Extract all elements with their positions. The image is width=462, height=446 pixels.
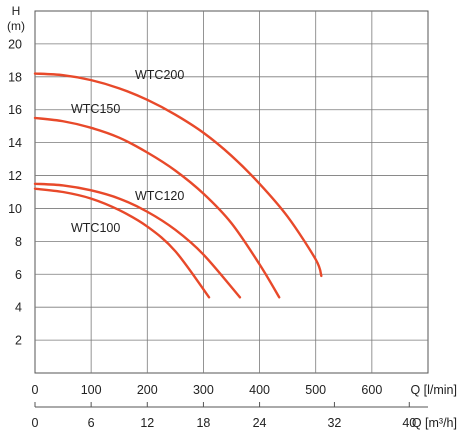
curve-wtc120 bbox=[33, 182, 242, 299]
x-tick-label-primary: 500 bbox=[305, 383, 326, 397]
x-tick-label-secondary: 40 bbox=[402, 416, 416, 430]
x-tick-label-primary: 600 bbox=[361, 383, 382, 397]
y-tick-label: 8 bbox=[15, 235, 22, 249]
series-label-wtc120: WTC120 bbox=[135, 189, 184, 203]
x-tick-label-primary: 100 bbox=[81, 383, 102, 397]
x-tick-label-primary: 0 bbox=[32, 383, 39, 397]
x-tick-label-secondary: 18 bbox=[196, 416, 210, 430]
x-axis-label-primary: Q [l/min] bbox=[410, 383, 457, 397]
curve-wtc150 bbox=[33, 116, 281, 299]
y-tick-label: 2 bbox=[15, 334, 22, 348]
y-tick-label: 14 bbox=[8, 136, 22, 150]
y-tick-label: 4 bbox=[15, 301, 22, 315]
series-label-wtc100: WTC100 bbox=[71, 221, 120, 235]
curve-wtc200 bbox=[33, 72, 323, 278]
curve-wtc100 bbox=[33, 187, 211, 299]
x-tick-label-secondary: 0 bbox=[32, 416, 39, 430]
series-label-wtc150: WTC150 bbox=[71, 102, 120, 116]
y-tick-label: 18 bbox=[8, 70, 22, 84]
y-tick-label: 10 bbox=[8, 202, 22, 216]
y-tick-label: 12 bbox=[8, 169, 22, 183]
x-tick-label-secondary: 32 bbox=[327, 416, 341, 430]
x-tick-label-secondary: 24 bbox=[253, 416, 267, 430]
y-tick-label: 6 bbox=[15, 268, 22, 282]
x-tick-label-secondary: 6 bbox=[88, 416, 95, 430]
x-tick-label-primary: 300 bbox=[193, 383, 214, 397]
grid-layer bbox=[34, 10, 429, 374]
series-label-wtc200: WTC200 bbox=[135, 68, 184, 82]
plot-frame bbox=[34, 10, 429, 374]
x-tick-label-secondary: 12 bbox=[140, 416, 154, 430]
y-axis-unit: (m) bbox=[7, 19, 25, 33]
x-tick-label-primary: 200 bbox=[137, 383, 158, 397]
x-tick-label-primary: 400 bbox=[249, 383, 270, 397]
x-axis-label-secondary: Q [m³/h] bbox=[412, 416, 457, 430]
y-axis-letter: H bbox=[12, 4, 21, 18]
y-tick-label: 16 bbox=[8, 103, 22, 117]
label-layer: WTC200 WTC150 WTC120 WTC100 bbox=[71, 68, 184, 235]
y-tick-label: 20 bbox=[8, 37, 22, 51]
series-layer bbox=[33, 72, 323, 299]
